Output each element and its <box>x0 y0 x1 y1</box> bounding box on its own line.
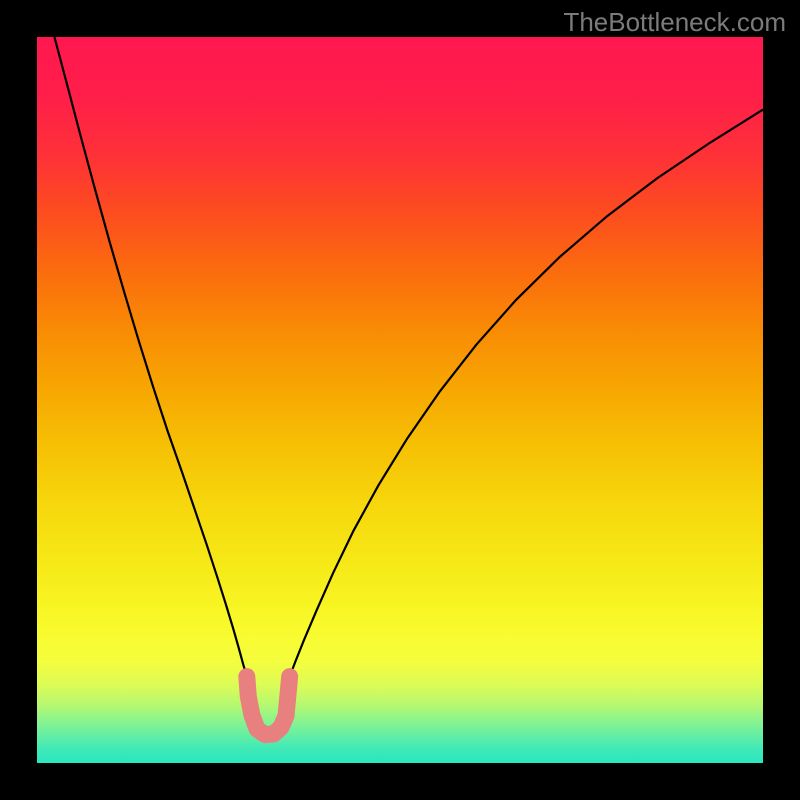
watermark: TheBottleneck.com <box>563 7 786 38</box>
plot-area <box>37 37 763 763</box>
chart-root: TheBottleneck.com <box>0 0 800 800</box>
gradient-background <box>37 37 763 763</box>
plot-svg <box>37 37 763 763</box>
